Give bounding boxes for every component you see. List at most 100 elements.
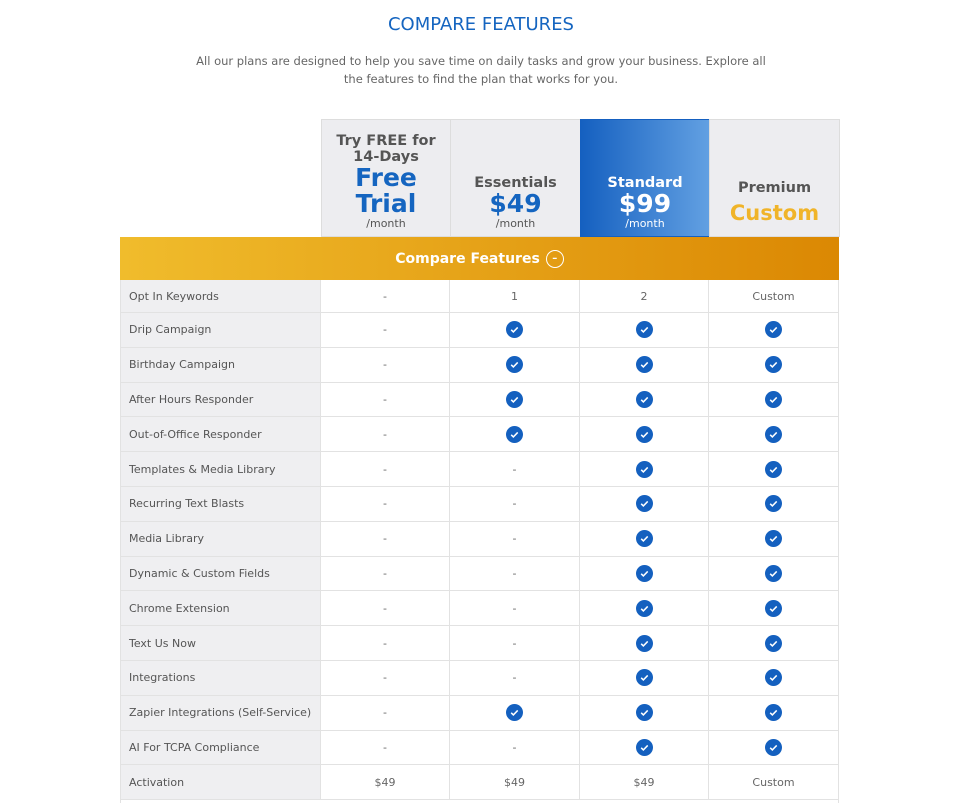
check-icon	[635, 669, 653, 687]
plan-price: Free Trial	[355, 163, 417, 218]
plan-price: Custom	[729, 201, 820, 225]
feature-name: Birthday Campaign	[120, 347, 321, 383]
feature-cell	[580, 695, 709, 731]
feature-cell	[580, 730, 709, 766]
collapse-icon[interactable]: –	[545, 249, 564, 268]
feature-name: Recurring Text Blasts	[120, 487, 321, 522]
feature-name: Out-of-Office Responder	[120, 417, 321, 453]
feature-cell	[709, 417, 839, 453]
feature-name: Dynamic & Custom Fields	[120, 556, 321, 592]
feature-cell	[709, 313, 839, 348]
check-icon	[635, 321, 653, 339]
section-title: Compare Features	[395, 250, 540, 267]
feature-cell	[580, 556, 709, 592]
plan-period: /month	[625, 217, 665, 230]
feature-name: Chrome Extension	[120, 591, 321, 627]
feature-cell	[580, 661, 709, 696]
check-icon	[765, 495, 782, 513]
feature-cell: -	[321, 695, 450, 731]
feature-cell: -	[321, 730, 450, 766]
plan-name: Try FREE for 14-Days	[336, 133, 436, 165]
plan-header: Premium Custom	[709, 119, 840, 237]
feature-cell: -	[450, 591, 580, 627]
check-icon	[635, 530, 653, 548]
feature-cell	[709, 556, 839, 592]
plan-name: Essentials	[474, 175, 557, 191]
check-icon	[635, 599, 653, 617]
feature-cell	[580, 452, 709, 487]
feature-cell	[580, 487, 709, 522]
feature-cell: $49	[450, 765, 580, 801]
feature-cell: -	[450, 661, 580, 696]
check-icon	[765, 634, 782, 652]
feature-cell: -	[450, 452, 580, 487]
feature-cell: -	[450, 730, 580, 766]
plan-name: Premium	[737, 180, 812, 196]
feature-cell	[450, 313, 580, 348]
feature-cell: -	[321, 280, 450, 313]
feature-name: Media Library	[120, 521, 321, 557]
feature-cell	[709, 626, 839, 661]
feature-name: Zapier Integrations (Self-Service)	[120, 695, 321, 731]
feature-name: Text Us Now	[120, 626, 321, 661]
feature-cell	[580, 313, 709, 348]
feature-cell	[709, 452, 839, 487]
check-icon	[635, 564, 653, 582]
check-icon	[635, 634, 653, 652]
check-icon	[635, 704, 653, 722]
feature-cell	[709, 730, 839, 766]
check-icon	[765, 460, 782, 478]
feature-name: Drip Campaign	[120, 313, 321, 348]
feature-cell: -	[321, 591, 450, 627]
feature-cell: Custom	[709, 765, 839, 801]
section-bar[interactable]: Compare Features –	[120, 237, 839, 280]
plan-period: /month	[495, 217, 536, 230]
check-icon	[635, 495, 653, 513]
plan-header: Standard $99/month	[580, 119, 710, 237]
feature-cell	[580, 382, 709, 418]
feature-cell	[580, 347, 709, 383]
feature-cell	[580, 417, 709, 453]
feature-cell: -	[450, 626, 580, 661]
feature-cell	[709, 521, 839, 557]
feature-name: Integrations	[120, 661, 321, 696]
feature-cell	[450, 347, 580, 383]
plan-period: /month	[366, 217, 406, 230]
check-icon	[765, 738, 782, 756]
feature-cell	[450, 382, 580, 418]
feature-cell	[580, 591, 709, 627]
check-icon	[635, 738, 653, 756]
plan-price: $99	[618, 189, 672, 218]
feature-cell: 2	[580, 280, 709, 313]
check-icon	[765, 321, 782, 339]
plan-header: Essentials $49/month	[450, 119, 581, 237]
plan-header: Try FREE for 14-Days Free Trial/month	[321, 119, 451, 237]
check-icon	[765, 669, 782, 687]
feature-cell: -	[450, 556, 580, 592]
feature-name: AI For TCPA Compliance	[120, 730, 321, 766]
check-icon	[765, 530, 782, 548]
plan-price: $49	[489, 189, 542, 218]
plan-name: Standard	[607, 175, 683, 191]
feature-name: After Hours Responder	[120, 382, 321, 418]
feature-cell: -	[321, 556, 450, 592]
feature-cell	[709, 382, 839, 418]
feature-name: Opt In Keywords	[120, 280, 321, 313]
feature-cell: -	[450, 521, 580, 557]
check-icon	[635, 356, 653, 374]
check-icon	[506, 321, 523, 339]
feature-cell	[450, 417, 580, 453]
feature-cell	[709, 695, 839, 731]
feature-cell	[450, 695, 580, 731]
check-icon	[765, 425, 782, 443]
feature-cell	[709, 661, 839, 696]
feature-cell	[709, 591, 839, 627]
feature-cell: -	[321, 487, 450, 522]
feature-cell	[580, 521, 709, 557]
feature-cell: -	[321, 417, 450, 453]
check-icon	[506, 390, 523, 408]
feature-cell: -	[450, 487, 580, 522]
feature-cell: $49	[580, 765, 709, 801]
check-icon	[765, 390, 782, 408]
